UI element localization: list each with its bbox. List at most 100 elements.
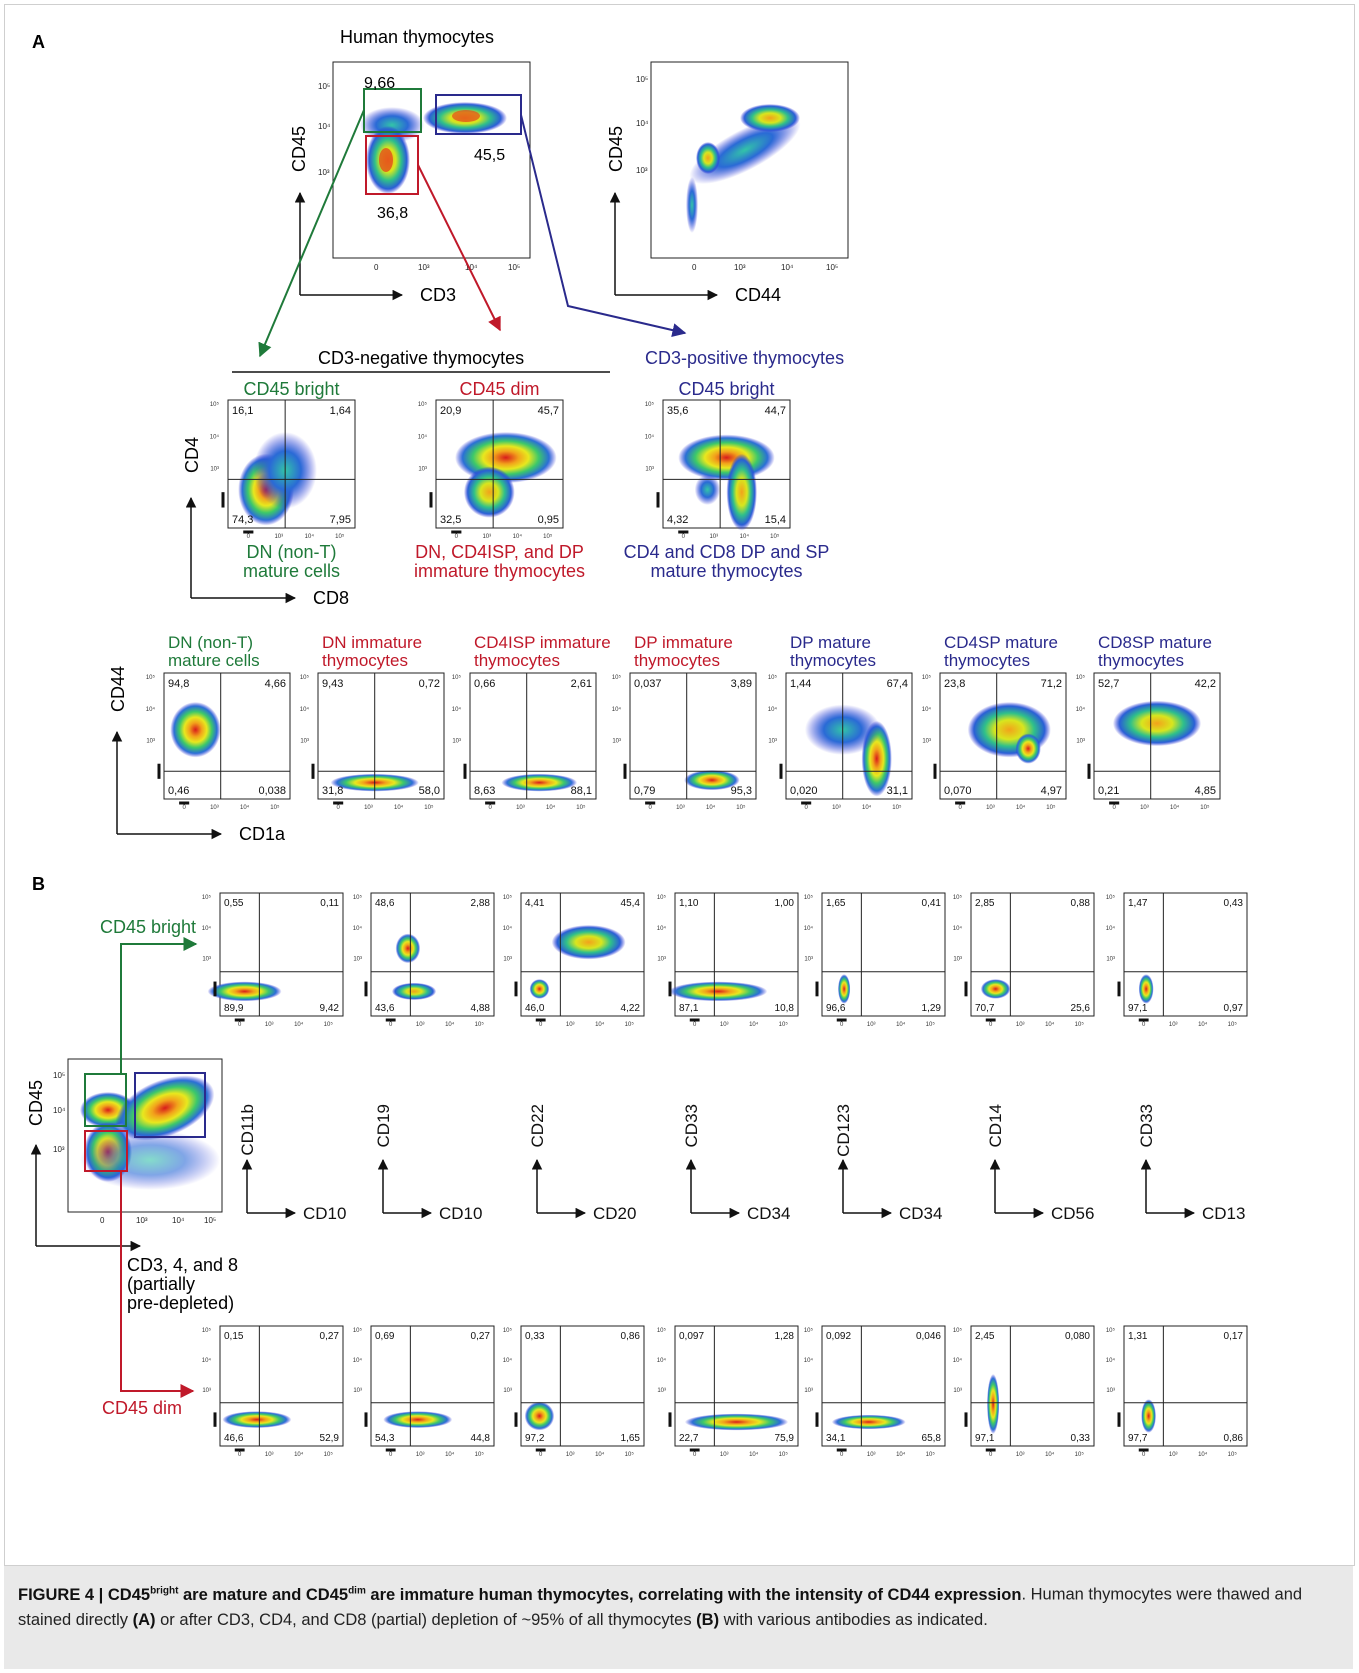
density-cloud [684,770,740,791]
row3-title-line1: CD4ISP immature [474,633,611,652]
row3-title-line1: DP mature [790,633,871,652]
svg-text:10⁵: 10⁵ [508,263,520,272]
quadrant-ll-value: 97,7 [1128,1433,1148,1444]
row2-desc-line1: CD4 and CD8 DP and SP [624,542,830,562]
quadrant-plot: 9,43 0,72 31,8 58,0 10⁵ 10⁴ 10³ 0 10³ 10⁴ 10⁵ [300,672,445,811]
panel-b-gate-plot: 10⁵ 10⁴ 10³ 0 10³ 10⁴ 10⁵ CD45 CD3, 4, a… [26,1058,238,1313]
quadrant-ul-value: 20,9 [440,405,461,417]
quadrant-ll-value: 0,070 [944,785,972,797]
tick-label: 10⁵ [657,894,667,901]
tick-label: 10⁴ [612,706,622,713]
quadrant-lr-value: 4,22 [621,1003,641,1014]
tick-label: 10³ [1106,1388,1115,1394]
gate-green [84,1073,127,1127]
tick-label: 10⁴ [202,1357,212,1364]
svg-text:0: 0 [374,263,379,272]
tick-label: 10⁴ [657,1357,667,1364]
tick-label: 10⁵ [1228,1451,1238,1458]
plot1-ticks: 10⁵ 10⁴ 10³ 0 10³ 10⁴ 10⁵ [318,82,520,272]
quadrant-ll-value: 8,63 [474,785,495,797]
quadrant-ur-value: 0,27 [320,1331,340,1342]
quadrant-plot: 2,45 0,080 97,1 0,33 10⁵ 10⁴ 10³ 0 10³ 10⁴ 10⁵ [953,1325,1095,1458]
quadrant-ul-value: 16,1 [232,405,253,417]
panel-a-label: A [32,32,45,52]
plot-frame [1093,672,1221,800]
quadrant-plot: 0,33 0,86 97,2 1,65 10⁵ 10⁴ 10³ 0 10³ 10⁴ 10⁵ [503,1325,645,1458]
tick-label: 10⁴ [445,1021,455,1028]
tick-label: 10³ [482,534,491,540]
density-cloud [986,1374,1000,1434]
tick-label: 10³ [516,805,525,811]
row3-title-line1: DN (non-T) [168,633,253,652]
tick-label: 10³ [986,805,995,811]
svg-text:10⁴: 10⁴ [465,263,478,272]
tick-label: 10⁵ [300,674,310,681]
tick-label: 10³ [657,957,666,963]
quadrant-ur-value: 4,66 [265,678,286,690]
density-cloud [222,1411,292,1428]
tick-label: 10⁴ [1016,804,1026,811]
tick-label: 10⁴ [294,1451,304,1458]
tick-label: 10³ [612,738,621,744]
quadrant-ul-value: 1,47 [1128,898,1148,909]
quadrant-ur-value: 1,64 [330,405,351,417]
axis-pair-xlabel: CD20 [593,1204,636,1223]
quadrant-plot: 20,9 45,7 32,5 0,95 10⁵ 10⁴ 10³ 0 10³ 10⁴ 10⁵ [418,399,564,540]
tick-label: 10⁵ [892,804,902,811]
quadrant-ul-value: 0,66 [474,678,495,690]
row3-title-line1: DP immature [634,633,733,652]
svg-text:10³: 10³ [418,263,430,272]
tick-label: 10³ [922,738,931,744]
tick-label: 10⁵ [1106,894,1116,901]
tick-label: 10⁵ [922,674,932,681]
tick-label: 10⁵ [736,804,746,811]
tick-label: 10³ [832,805,841,811]
quadrant-ll-value: 32,5 [440,514,461,526]
quadrant-ur-value: 0,43 [1224,898,1244,909]
tick-label: 10⁵ [270,804,280,811]
gate-plot-ylabel: CD45 [26,1080,46,1126]
quadrant-ll-value: 43,6 [375,1003,395,1014]
quadrant-plot: 0,69 0,27 54,3 44,8 10⁵ 10⁴ 10³ 0 10³ 10⁴ 10⁵ [353,1325,495,1458]
quadrant-lr-value: 52,9 [320,1433,340,1444]
quadrant-ll-value: 97,2 [525,1433,545,1444]
svg-text:10³: 10³ [734,263,746,272]
density-cloud [524,1401,555,1431]
quadrant-ll-value: 0,79 [634,785,655,797]
tick-label: 10⁵ [324,1021,334,1028]
quadrant-ul-value: 4,41 [525,898,545,909]
tick-label: 10³ [720,1022,729,1028]
quadrant-ll-value: 22,7 [679,1433,699,1444]
plot-cd45-cd3: 9,66 45,5 36,8 10⁵ 10⁴ 10³ 0 10³ 10⁴ 10⁵… [289,61,531,305]
tick-label: 10⁴ [706,804,716,811]
tick-label: 10⁴ [353,925,363,932]
tick-label: 10⁴ [740,533,750,540]
tick-label: 10⁵ [804,894,814,901]
row2-xlabel: CD8 [313,588,349,608]
density-cloud [383,1411,453,1428]
tick-label: 10³ [265,1022,274,1028]
axis-pair: CD11b CD10 [238,1104,346,1223]
tick-label: 10³ [416,1452,425,1458]
tick-label: 10³ [353,957,362,963]
tick-label: 10³ [566,1022,575,1028]
tick-label: 10⁴ [418,433,428,440]
figure-canvas: A Human thymocytes 9,66 45,5 36,8 10⁵ 10… [26,27,1248,1458]
gate-plot-xlabel-3: pre-depleted) [127,1293,234,1313]
tick-label: 10⁴ [896,1451,906,1458]
arrow-dim [120,1171,195,1398]
quadrant-ll-value: 46,0 [525,1003,545,1014]
density-cloud [170,701,221,758]
svg-text:10⁵: 10⁵ [204,1216,216,1225]
quadrant-plot: 0,037 3,89 0,79 95,3 10⁵ 10⁴ 10³ 0 10³ 10⁴ 10⁵ [612,672,757,811]
axis-pair-xlabel: CD34 [899,1204,942,1223]
tick-label: 10⁵ [770,533,780,540]
quadrant-lr-value: 31,1 [887,785,908,797]
row3-ylabel: CD44 [108,666,128,712]
row2-desc-line1: DN, CD4ISP, and DP [415,542,584,562]
row3-title-line2: mature cells [168,651,260,670]
quadrant-ul-value: 0,097 [679,1331,704,1342]
quadrant-ul-value: 0,33 [525,1331,545,1342]
caption-body3: with various antibodies as indicated. [719,1610,988,1629]
tick-label: 10⁵ [353,1327,363,1334]
